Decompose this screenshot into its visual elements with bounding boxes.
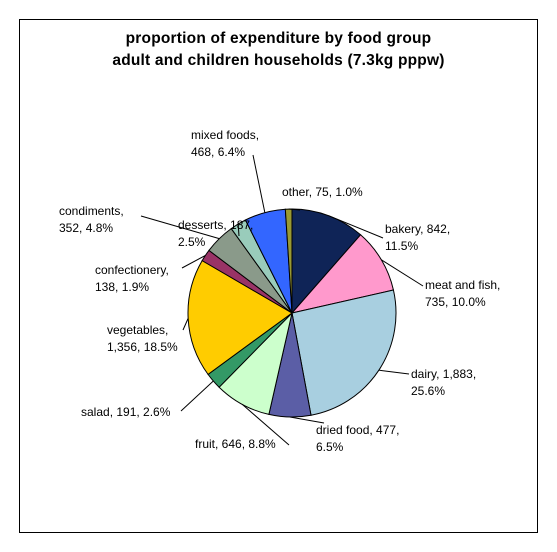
slice-label-fruit: fruit, 646, 8.8% — [195, 437, 276, 451]
slice-label-dried-food: dried food, 477, 6.5% — [316, 423, 399, 454]
leader-line-other — [288, 208, 301, 211]
leader-line-salad — [180, 380, 214, 412]
chart-subtitle: adult and children households (7.3kg ppp… — [112, 52, 445, 69]
slice-label-condiments: condiments, 352, 4.8% — [59, 204, 124, 235]
slice-label-vegetables: vegetables, 1,356, 18.5% — [107, 323, 178, 354]
leader-line-meat-and-fish — [381, 259, 424, 287]
slice-label-meat-and-fish: meat and fish, 735, 10.0% — [425, 278, 500, 309]
leader-line-mixed-foods — [252, 154, 266, 213]
slice-label-bakery: bakery, 842, 11.5% — [385, 222, 450, 253]
slice-label-mixed-foods: mixed foods, 468, 6.4% — [191, 128, 259, 159]
leader-lines — [140, 154, 424, 446]
leader-line-condiments — [140, 215, 220, 240]
slice-label-other: other, 75, 1.0% — [282, 185, 363, 199]
slice-label-dairy: dairy, 1,883, 25.6% — [411, 367, 476, 398]
leader-line-fruit — [241, 403, 290, 446]
slice-label-desserts: desserts, 187, 2.5% — [178, 218, 253, 249]
slice-label-salad: salad, 191, 2.6% — [81, 405, 171, 419]
slice-label-confectionery: confectionery, 138, 1.9% — [95, 263, 169, 294]
leader-line-dairy — [378, 369, 410, 375]
leader-line-dried-food — [289, 416, 325, 424]
leader-line-confectionery — [181, 254, 206, 269]
chart-title: proportion of expenditure by food group — [125, 30, 432, 47]
leader-line-desserts — [237, 223, 240, 237]
pie-slice-vegetables — [187, 259, 293, 376]
leader-line-bakery — [328, 215, 384, 239]
leader-line-vegetables — [182, 318, 189, 331]
slice-labels: bakery, 842, 11.5% meat and fish, 735, 10.0… — [59, 128, 500, 454]
pie-slices — [187, 208, 397, 418]
